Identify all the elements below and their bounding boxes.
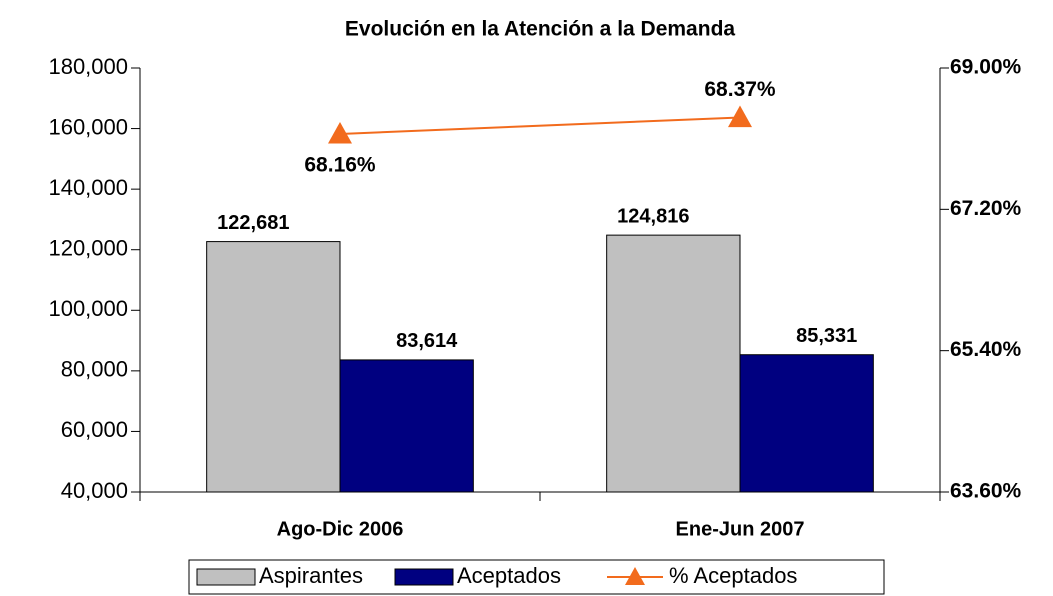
line-marker [728, 105, 752, 128]
bar-value-label: 124,816 [617, 205, 689, 227]
bar-value-label: 83,614 [396, 330, 458, 352]
y2-tick-label: 69.00% [950, 56, 1022, 79]
bar [206, 241, 341, 493]
legend-label: Aspirantes [259, 563, 363, 588]
y2-tick-label: 65.40% [950, 338, 1022, 361]
legend-box [188, 559, 885, 595]
x-tick-label: Ago-Dic 2006 [277, 518, 404, 540]
legend-swatch [394, 568, 454, 586]
y-tick-label: 140,000 [48, 175, 128, 200]
bar [739, 354, 874, 493]
y2-tick-label: 63.60% [950, 480, 1022, 503]
legend-label: % Aceptados [669, 563, 797, 588]
bar-value-label: 122,681 [217, 212, 289, 234]
y-tick-label: 160,000 [48, 114, 128, 139]
y-tick-label: 40,000 [61, 478, 128, 503]
chart-title: Evolución en la Atención a la Demanda [345, 18, 735, 41]
y2-tick-label: 67.20% [950, 197, 1022, 220]
line-value-label: 68.16% [304, 154, 376, 177]
bar [339, 359, 474, 493]
line-value-label: 68.37% [704, 78, 776, 101]
y-tick-label: 60,000 [61, 417, 128, 442]
bar-value-label: 85,331 [796, 325, 857, 347]
line-series [339, 116, 741, 135]
y-tick-label: 100,000 [48, 296, 128, 321]
y-tick-label: 120,000 [48, 236, 128, 261]
line-marker [328, 121, 352, 144]
legend-swatch [196, 568, 256, 586]
legend-marker [625, 567, 645, 585]
y-tick-label: 180,000 [48, 54, 128, 79]
bar [606, 234, 741, 493]
x-tick-label: Ene-Jun 2007 [676, 518, 805, 540]
y-tick-label: 80,000 [61, 357, 128, 382]
legend-label: Aceptados [457, 563, 561, 588]
